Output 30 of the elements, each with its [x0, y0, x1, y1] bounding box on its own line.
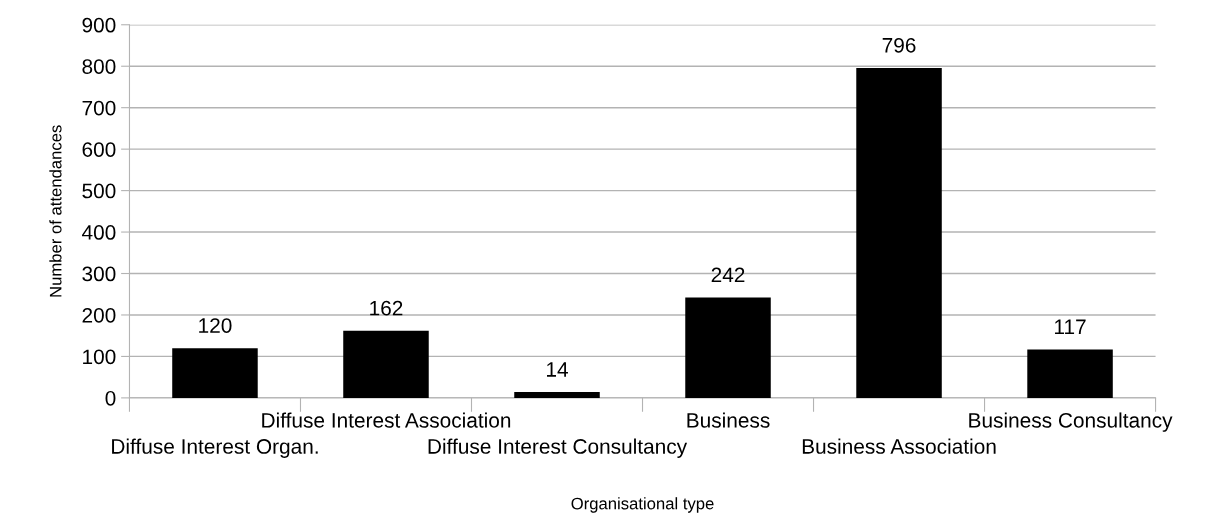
- x-tick-label: Diffuse Interest Organ.: [112, 438, 318, 458]
- y-axis-title: Number of attendances: [49, 125, 62, 297]
- x-tick-label: Business: [687, 412, 770, 428]
- x-tick-label: Business Consultancy: [969, 412, 1173, 432]
- data-label: 117: [1055, 319, 1086, 334]
- y-tick-label: 900: [82, 17, 116, 33]
- y-tick-label: 100: [83, 349, 116, 365]
- y-tick-label: 200: [82, 307, 116, 323]
- x-axis-title: Organisational type: [571, 497, 714, 513]
- bar: [685, 297, 771, 398]
- y-tick-label: 700: [82, 100, 116, 116]
- data-label: 796: [882, 37, 916, 53]
- y-tick-label: 800: [82, 59, 116, 74]
- y-tick-label: 0: [105, 390, 116, 406]
- bar: [1027, 349, 1113, 398]
- bar: [856, 67, 942, 398]
- data-label: 162: [370, 300, 403, 316]
- bar: [172, 348, 258, 398]
- y-tick-label: 300: [82, 266, 116, 282]
- x-tick-label: Diffuse Interest Association: [262, 412, 511, 428]
- y-tick-label: 400: [82, 225, 116, 240]
- y-tick-label: 500: [82, 183, 116, 199]
- data-label: 120: [199, 318, 232, 333]
- x-tick-label: Diffuse Interest Consultancy: [428, 438, 688, 458]
- data-label: 14: [547, 362, 568, 377]
- bar: [343, 330, 429, 398]
- x-tick-label: Business Association: [802, 438, 996, 454]
- data-label: 242: [711, 267, 745, 283]
- y-tick-label: 600: [82, 142, 116, 157]
- bar: [514, 392, 600, 398]
